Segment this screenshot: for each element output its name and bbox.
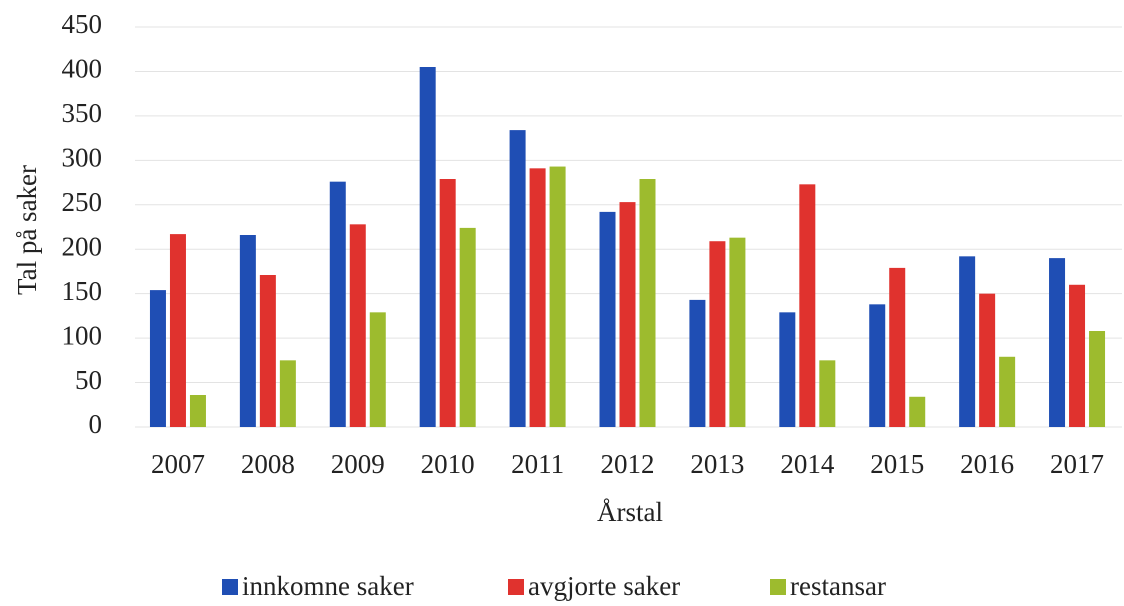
bar <box>189 395 206 427</box>
y-tick-label: 200 <box>62 231 103 261</box>
y-tick-label: 0 <box>89 409 103 439</box>
bar <box>369 312 386 427</box>
bar <box>909 396 926 427</box>
legend-label: restansar <box>790 571 886 601</box>
bar <box>349 224 366 427</box>
bar <box>259 275 276 427</box>
bar <box>329 181 346 427</box>
bar <box>149 290 166 427</box>
x-tick-label: 2015 <box>870 449 924 479</box>
bar <box>529 168 546 428</box>
bar <box>279 360 296 427</box>
bar <box>689 299 706 427</box>
y-axis-title: Tal på saker <box>12 165 42 295</box>
bar <box>709 241 726 427</box>
bar <box>869 304 886 427</box>
bar <box>439 179 456 427</box>
bar <box>799 184 816 427</box>
x-tick-label: 2011 <box>511 449 564 479</box>
y-tick-label: 450 <box>62 9 103 39</box>
x-tick-label: 2007 <box>151 449 205 479</box>
bar <box>1049 258 1066 427</box>
bar <box>419 67 436 427</box>
x-tick-label: 2008 <box>241 449 295 479</box>
bar <box>239 235 256 427</box>
y-tick-label: 300 <box>62 143 103 173</box>
y-tick-label: 100 <box>62 320 103 350</box>
x-tick-label: 2009 <box>331 449 385 479</box>
y-tick-label: 250 <box>62 187 103 217</box>
x-tick-label: 2013 <box>690 449 744 479</box>
bar <box>889 267 906 427</box>
legend-label: avgjorte saker <box>528 571 680 601</box>
legend-swatch <box>508 579 524 595</box>
legend-swatch <box>770 579 786 595</box>
bar <box>979 293 996 427</box>
bar <box>619 202 636 427</box>
y-tick-label: 350 <box>62 98 103 128</box>
x-axis-title: Årstal <box>597 497 663 527</box>
bar <box>729 237 746 427</box>
y-tick-label: 50 <box>75 365 102 395</box>
y-tick-label: 150 <box>62 276 103 306</box>
bar <box>959 256 976 427</box>
bar <box>599 211 616 427</box>
bar <box>999 356 1016 427</box>
x-tick-label: 2017 <box>1050 449 1104 479</box>
bar <box>1089 331 1106 427</box>
x-tick-label: 2012 <box>601 449 655 479</box>
bar <box>459 227 476 427</box>
y-tick-label: 400 <box>62 54 103 84</box>
x-tick-label: 2010 <box>421 449 475 479</box>
bar <box>509 130 526 427</box>
legend-swatch <box>222 579 238 595</box>
x-tick-label: 2014 <box>780 449 835 479</box>
bar <box>169 234 186 427</box>
bar <box>819 360 836 427</box>
bar <box>639 179 656 427</box>
bar <box>549 166 566 428</box>
bar <box>1069 284 1086 427</box>
x-tick-label: 2016 <box>960 449 1014 479</box>
legend-label: innkomne saker <box>242 571 414 601</box>
bar <box>779 312 796 427</box>
